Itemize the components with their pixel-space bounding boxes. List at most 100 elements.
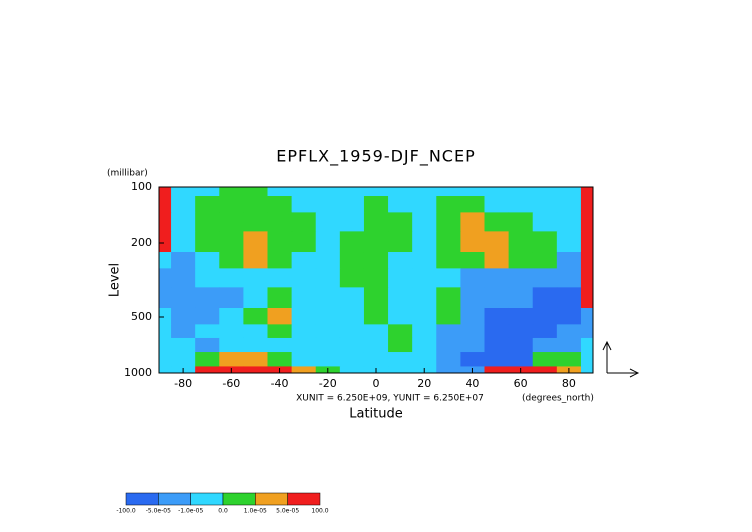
contour-cell <box>195 352 220 367</box>
y-unit: (millibar) <box>107 169 148 179</box>
contour-cell <box>460 337 485 353</box>
contour-cell <box>484 324 510 339</box>
contour-cell <box>556 187 582 197</box>
contour-cell <box>219 252 244 269</box>
contour-cell <box>291 337 317 353</box>
contour-cell <box>508 187 534 197</box>
contour-cell <box>484 231 510 253</box>
contour-cell <box>159 268 172 288</box>
contour-cell <box>363 268 389 288</box>
contour-cell <box>339 366 365 374</box>
contour-cell <box>267 252 293 269</box>
contour-cell <box>243 187 268 197</box>
contour-cell <box>171 212 196 232</box>
contour-cell <box>532 307 558 325</box>
contour-cell <box>388 231 413 253</box>
contour-cell <box>195 212 220 232</box>
contour-cell <box>243 231 268 253</box>
contour-cell <box>532 366 558 374</box>
contour-cell <box>532 324 558 339</box>
contour-cell <box>339 352 365 367</box>
contour-cell <box>159 212 172 232</box>
contour-cell <box>388 187 413 197</box>
contour-cell <box>460 212 485 232</box>
contour-cell <box>436 268 461 288</box>
colorbar-box <box>125 492 159 506</box>
contour-cell <box>460 324 485 339</box>
contour-cell <box>363 231 389 253</box>
contour-cell <box>159 196 172 213</box>
contour-cell <box>267 324 293 339</box>
x-tick-label: 80 <box>562 377 576 390</box>
contour-cell <box>219 231 244 253</box>
contour-cell <box>159 337 172 353</box>
colorbar-label: -5.0e-05 <box>146 508 171 515</box>
contour-cell <box>159 187 172 197</box>
annotation: XUNIT = 6.250E+09, YUNIT = 6.250E+07 <box>296 394 484 404</box>
contour-cell <box>243 324 268 339</box>
contour-cell <box>171 324 196 339</box>
contour-cell <box>159 252 172 269</box>
contour-cell <box>363 307 389 325</box>
contour-cell <box>436 287 461 309</box>
contour-cell <box>219 187 244 197</box>
contour-cell <box>580 337 594 353</box>
contour-cell <box>291 196 317 213</box>
contour-cell <box>195 196 220 213</box>
contour-cell <box>436 307 461 325</box>
contour-cell <box>460 231 485 253</box>
contour-cell <box>532 196 558 213</box>
contour-cell <box>388 196 413 213</box>
contour-cell <box>460 268 485 288</box>
contour-cell <box>219 307 244 325</box>
contour-cell <box>219 324 244 339</box>
contour-cell <box>291 268 317 288</box>
contour-cell <box>580 252 594 269</box>
contour-cell <box>508 268 534 288</box>
contour-cell <box>291 231 317 253</box>
contour-cell <box>315 268 341 288</box>
contour-cell <box>315 187 341 197</box>
contour-cell <box>171 307 196 325</box>
contour-cell <box>159 352 172 367</box>
contour-cell <box>388 252 413 269</box>
contour-cell <box>484 187 510 197</box>
contour-cell <box>508 287 534 309</box>
contour-cell <box>556 252 582 269</box>
contour-cell <box>508 196 534 213</box>
contour-cell <box>219 337 244 353</box>
x-axis-label: Latitude <box>349 407 403 422</box>
contour-cell <box>195 366 220 374</box>
contour-cell <box>436 231 461 253</box>
contour-cell <box>484 366 510 374</box>
contour-cell <box>436 212 461 232</box>
contour-cell <box>508 307 534 325</box>
contour-cell <box>195 337 220 353</box>
contour-cell <box>315 212 341 232</box>
contour-cell <box>460 352 485 367</box>
x-tick-label: -60 <box>222 377 240 390</box>
contour-cell <box>532 337 558 353</box>
contour-cell <box>412 252 437 269</box>
y-tick-label: 500 <box>131 310 152 323</box>
contour-cell <box>388 268 413 288</box>
contour-cell <box>484 307 510 325</box>
contour-cell <box>460 252 485 269</box>
contour-cell <box>484 337 510 353</box>
y-axis-label: Level <box>108 263 123 297</box>
contour-cell <box>508 231 534 253</box>
contour-cell <box>508 212 534 232</box>
contour-cell <box>412 187 437 197</box>
contour-cell <box>436 196 461 213</box>
contour-cell <box>267 307 293 325</box>
colorbar-label: 100.0 <box>311 508 328 515</box>
contour-cell <box>412 268 437 288</box>
contour-cell <box>291 287 317 309</box>
contour-cell <box>532 352 558 367</box>
contour-cell <box>532 212 558 232</box>
colorbar-label: 5.0e-05 <box>276 508 299 515</box>
contour-cell <box>339 187 365 197</box>
contour-cell <box>460 307 485 325</box>
contour-cell <box>243 287 268 309</box>
contour-cell <box>363 196 389 213</box>
